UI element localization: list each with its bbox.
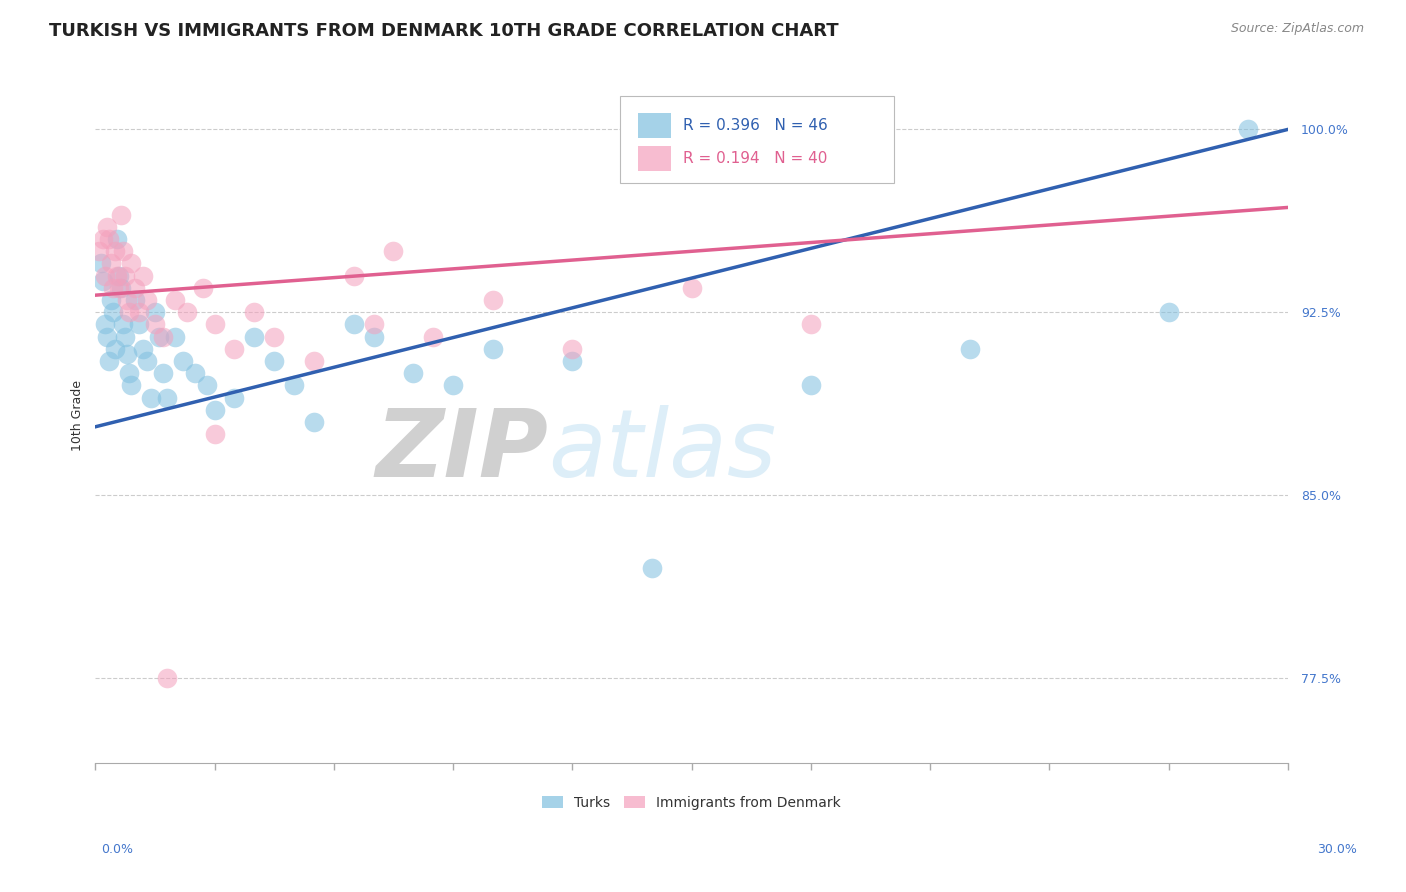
Point <box>108 281 131 295</box>
Point <box>561 354 583 368</box>
Point <box>156 671 179 685</box>
Point <box>283 378 305 392</box>
Point <box>112 318 135 332</box>
Point <box>115 293 138 307</box>
Point <box>163 329 186 343</box>
FancyBboxPatch shape <box>638 145 671 170</box>
Text: 0.0%: 0.0% <box>101 843 134 856</box>
Point <box>402 366 425 380</box>
Point <box>959 342 981 356</box>
Point <box>224 342 246 356</box>
Point <box>152 366 174 380</box>
Point <box>96 219 118 234</box>
Point <box>104 342 127 356</box>
Point <box>120 256 142 270</box>
Point <box>482 342 505 356</box>
Point <box>105 232 128 246</box>
Point <box>243 329 266 343</box>
Text: TURKISH VS IMMIGRANTS FROM DENMARK 10TH GRADE CORRELATION CHART: TURKISH VS IMMIGRANTS FROM DENMARK 10TH … <box>49 22 839 40</box>
Point <box>302 354 325 368</box>
Point <box>148 329 170 343</box>
Point <box>103 305 125 319</box>
Point <box>363 318 385 332</box>
Point <box>143 305 166 319</box>
Point <box>136 354 159 368</box>
Point <box>128 318 150 332</box>
Point <box>195 378 218 392</box>
Point <box>263 329 285 343</box>
Point <box>132 342 155 356</box>
Point <box>103 281 125 295</box>
Point <box>96 329 118 343</box>
Point <box>422 329 444 343</box>
Point <box>128 305 150 319</box>
Point <box>98 354 121 368</box>
Point <box>136 293 159 307</box>
Point <box>163 293 186 307</box>
Point <box>105 268 128 283</box>
Point <box>681 281 703 295</box>
Point <box>118 305 141 319</box>
Point <box>100 256 122 270</box>
Point <box>243 305 266 319</box>
Point <box>152 329 174 343</box>
Point <box>115 346 138 360</box>
Point <box>204 318 226 332</box>
Point <box>124 281 146 295</box>
Point <box>104 244 127 259</box>
Point <box>800 378 823 392</box>
Text: Source: ZipAtlas.com: Source: ZipAtlas.com <box>1230 22 1364 36</box>
Point <box>263 354 285 368</box>
Point <box>156 391 179 405</box>
Point <box>343 318 366 332</box>
Point <box>176 305 198 319</box>
Point <box>108 268 131 283</box>
Text: atlas: atlas <box>548 405 776 496</box>
Point <box>204 427 226 442</box>
Point <box>561 342 583 356</box>
Point <box>183 366 205 380</box>
Point <box>110 281 132 295</box>
Text: R = 0.396   N = 46: R = 0.396 N = 46 <box>683 118 828 133</box>
Point <box>118 366 141 380</box>
Point <box>1157 305 1180 319</box>
Point <box>143 318 166 332</box>
Point <box>132 268 155 283</box>
Text: R = 0.194   N = 40: R = 0.194 N = 40 <box>683 151 828 166</box>
Point <box>94 318 117 332</box>
Text: 30.0%: 30.0% <box>1317 843 1357 856</box>
Point <box>204 402 226 417</box>
Point <box>114 329 136 343</box>
Point <box>94 268 117 283</box>
Point <box>120 378 142 392</box>
Point <box>441 378 464 392</box>
Point <box>112 244 135 259</box>
FancyBboxPatch shape <box>638 113 671 138</box>
Point <box>98 232 121 246</box>
Point <box>100 293 122 307</box>
Point <box>1237 122 1260 136</box>
Point <box>482 293 505 307</box>
Legend: Turks, Immigrants from Denmark: Turks, Immigrants from Denmark <box>537 790 846 815</box>
Point <box>89 244 111 259</box>
Point <box>124 293 146 307</box>
Y-axis label: 10th Grade: 10th Grade <box>72 380 84 451</box>
Point <box>191 281 214 295</box>
Point <box>114 268 136 283</box>
Point <box>382 244 405 259</box>
Point <box>302 415 325 429</box>
Point <box>139 391 162 405</box>
Point <box>90 256 112 270</box>
Point <box>800 318 823 332</box>
FancyBboxPatch shape <box>620 96 894 183</box>
Point <box>224 391 246 405</box>
Point <box>343 268 366 283</box>
Point <box>91 232 114 246</box>
Text: ZIP: ZIP <box>375 405 548 497</box>
Point <box>363 329 385 343</box>
Point <box>110 208 132 222</box>
Point <box>172 354 194 368</box>
Point <box>641 561 664 575</box>
Point <box>91 274 114 288</box>
